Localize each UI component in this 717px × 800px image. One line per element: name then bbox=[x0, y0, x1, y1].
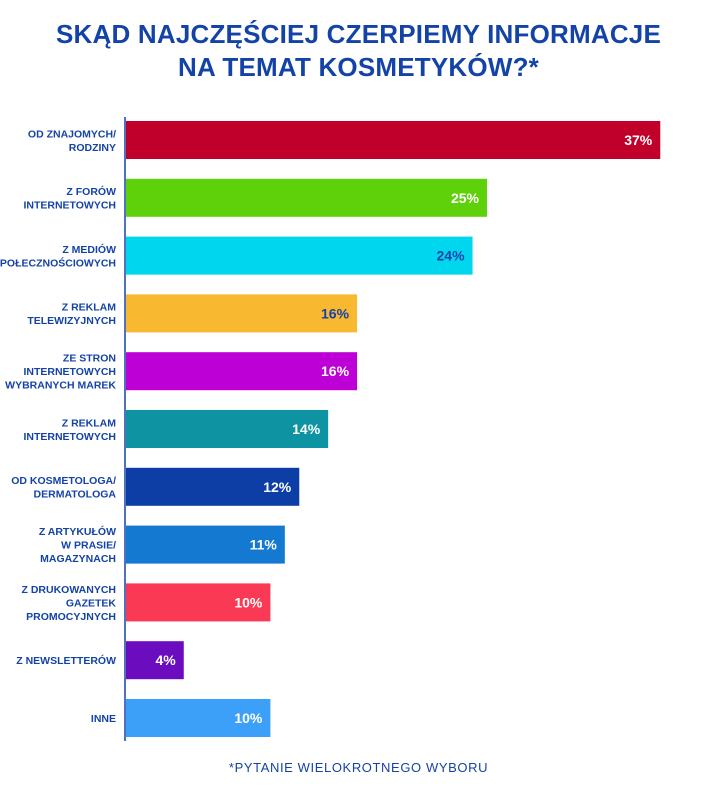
bar bbox=[126, 352, 358, 391]
data-label: 37% bbox=[624, 132, 653, 148]
category-label: Z MEDIÓW SPOŁECZNOŚCIOWYCH bbox=[0, 243, 116, 270]
bar bbox=[126, 467, 300, 506]
category-label: Z NEWSLETTERÓW bbox=[16, 654, 116, 667]
category-label: Z REKLAM TELEWIZYJNYCH bbox=[27, 302, 116, 328]
footnote: *PYTANIE WIELOKROTNEGO WYBORU bbox=[228, 760, 489, 775]
chart-title: SKĄD NAJCZĘŚCIEJ CZERPIEMY INFORMACJE NA… bbox=[0, 18, 717, 84]
category-label: Z ARTYKUŁÓW W PRASIE/MAGAZYNACH bbox=[39, 525, 116, 565]
data-label: 14% bbox=[292, 421, 321, 437]
bar bbox=[126, 641, 184, 680]
bar bbox=[126, 294, 358, 333]
data-label: 16% bbox=[321, 363, 350, 379]
bar bbox=[126, 583, 271, 622]
data-label: 25% bbox=[451, 190, 480, 206]
bar bbox=[126, 121, 661, 159]
category-label: OD KOSMETOLOGA/DERMATOLOGA bbox=[11, 475, 116, 501]
data-label: 4% bbox=[156, 652, 177, 668]
bar bbox=[126, 699, 271, 737]
bar bbox=[126, 410, 329, 448]
data-label: 24% bbox=[437, 248, 466, 264]
category-label: INNE bbox=[91, 713, 116, 725]
chart-title-line-2: NA TEMAT KOSMETYKÓW?* bbox=[178, 52, 539, 82]
category-label: Z DRUKOWANYCH GAZETEK PROMOCYJNYCH bbox=[22, 584, 117, 623]
chart-title-line-1: SKĄD NAJCZĘŚCIEJ CZERPIEMY INFORMACJE bbox=[55, 19, 661, 49]
bar bbox=[126, 236, 473, 275]
data-label: 10% bbox=[234, 710, 263, 726]
data-label: 11% bbox=[250, 537, 278, 553]
category-label: Z FORÓW INTERNETOWYCH bbox=[23, 185, 116, 212]
category-label: OD ZNAJOMYCH/RODZINY bbox=[28, 128, 116, 154]
data-label: 12% bbox=[263, 479, 292, 495]
data-label: 16% bbox=[321, 305, 350, 321]
bar bbox=[126, 178, 487, 217]
data-label: 10% bbox=[234, 594, 263, 610]
category-label: Z REKLAM INTERNETOWYCH bbox=[23, 417, 116, 443]
bar bbox=[126, 525, 285, 564]
category-label: ZE STRON INTERNETOWYCH WYBRANYCH MAREK bbox=[5, 353, 116, 392]
